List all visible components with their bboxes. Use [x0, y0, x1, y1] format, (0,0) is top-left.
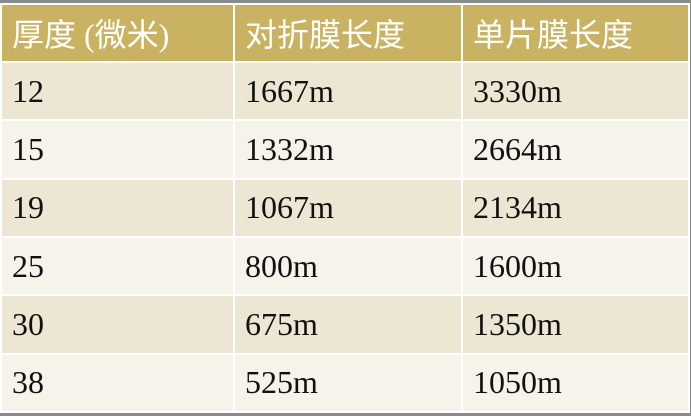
table-row: 38 525m 1050m: [0, 352, 690, 414]
thickness-cell: 19: [0, 177, 235, 238]
table-row: 25 800m 1600m: [0, 235, 690, 297]
header-folded-length: 对折膜长度: [233, 3, 463, 63]
thickness-cell: 15: [0, 119, 235, 180]
thickness-cell: 12: [0, 60, 235, 122]
single-length-cell: 3330m: [461, 60, 690, 122]
single-length-cell: 1350m: [461, 294, 690, 355]
header-row: 厚度 (微米) 对折膜长度 单片膜长度: [0, 3, 690, 63]
table-row: 12 1667m 3330m: [0, 60, 690, 122]
folded-length-cell: 800m: [233, 235, 463, 297]
single-length-cell: 2664m: [461, 119, 690, 180]
thickness-cell: 30: [0, 294, 235, 355]
thickness-cell: 25: [0, 235, 235, 297]
single-length-cell: 1050m: [461, 352, 690, 414]
single-length-cell: 2134m: [461, 177, 690, 238]
folded-length-cell: 1667m: [233, 60, 463, 122]
table-container: 厚度 (微米) 对折膜长度 单片膜长度 12 1667m 3330m 15 1332m 2…: [0, 3, 690, 414]
table-row: 19 1067m 2134m: [0, 177, 690, 238]
header-single-length: 单片膜长度: [461, 3, 690, 63]
single-length-cell: 1600m: [461, 235, 690, 297]
folded-length-cell: 525m: [233, 352, 463, 414]
header-thickness: 厚度 (微米): [0, 3, 235, 63]
folded-length-cell: 675m: [233, 294, 463, 355]
folded-length-cell: 1067m: [233, 177, 463, 238]
table-row: 15 1332m 2664m: [0, 119, 690, 180]
folded-length-cell: 1332m: [233, 119, 463, 180]
table-row: 30 675m 1350m: [0, 294, 690, 355]
thickness-length-table: 厚度 (微米) 对折膜长度 单片膜长度 12 1667m 3330m 15 1332m 2…: [0, 3, 690, 414]
thickness-cell: 38: [0, 352, 235, 414]
